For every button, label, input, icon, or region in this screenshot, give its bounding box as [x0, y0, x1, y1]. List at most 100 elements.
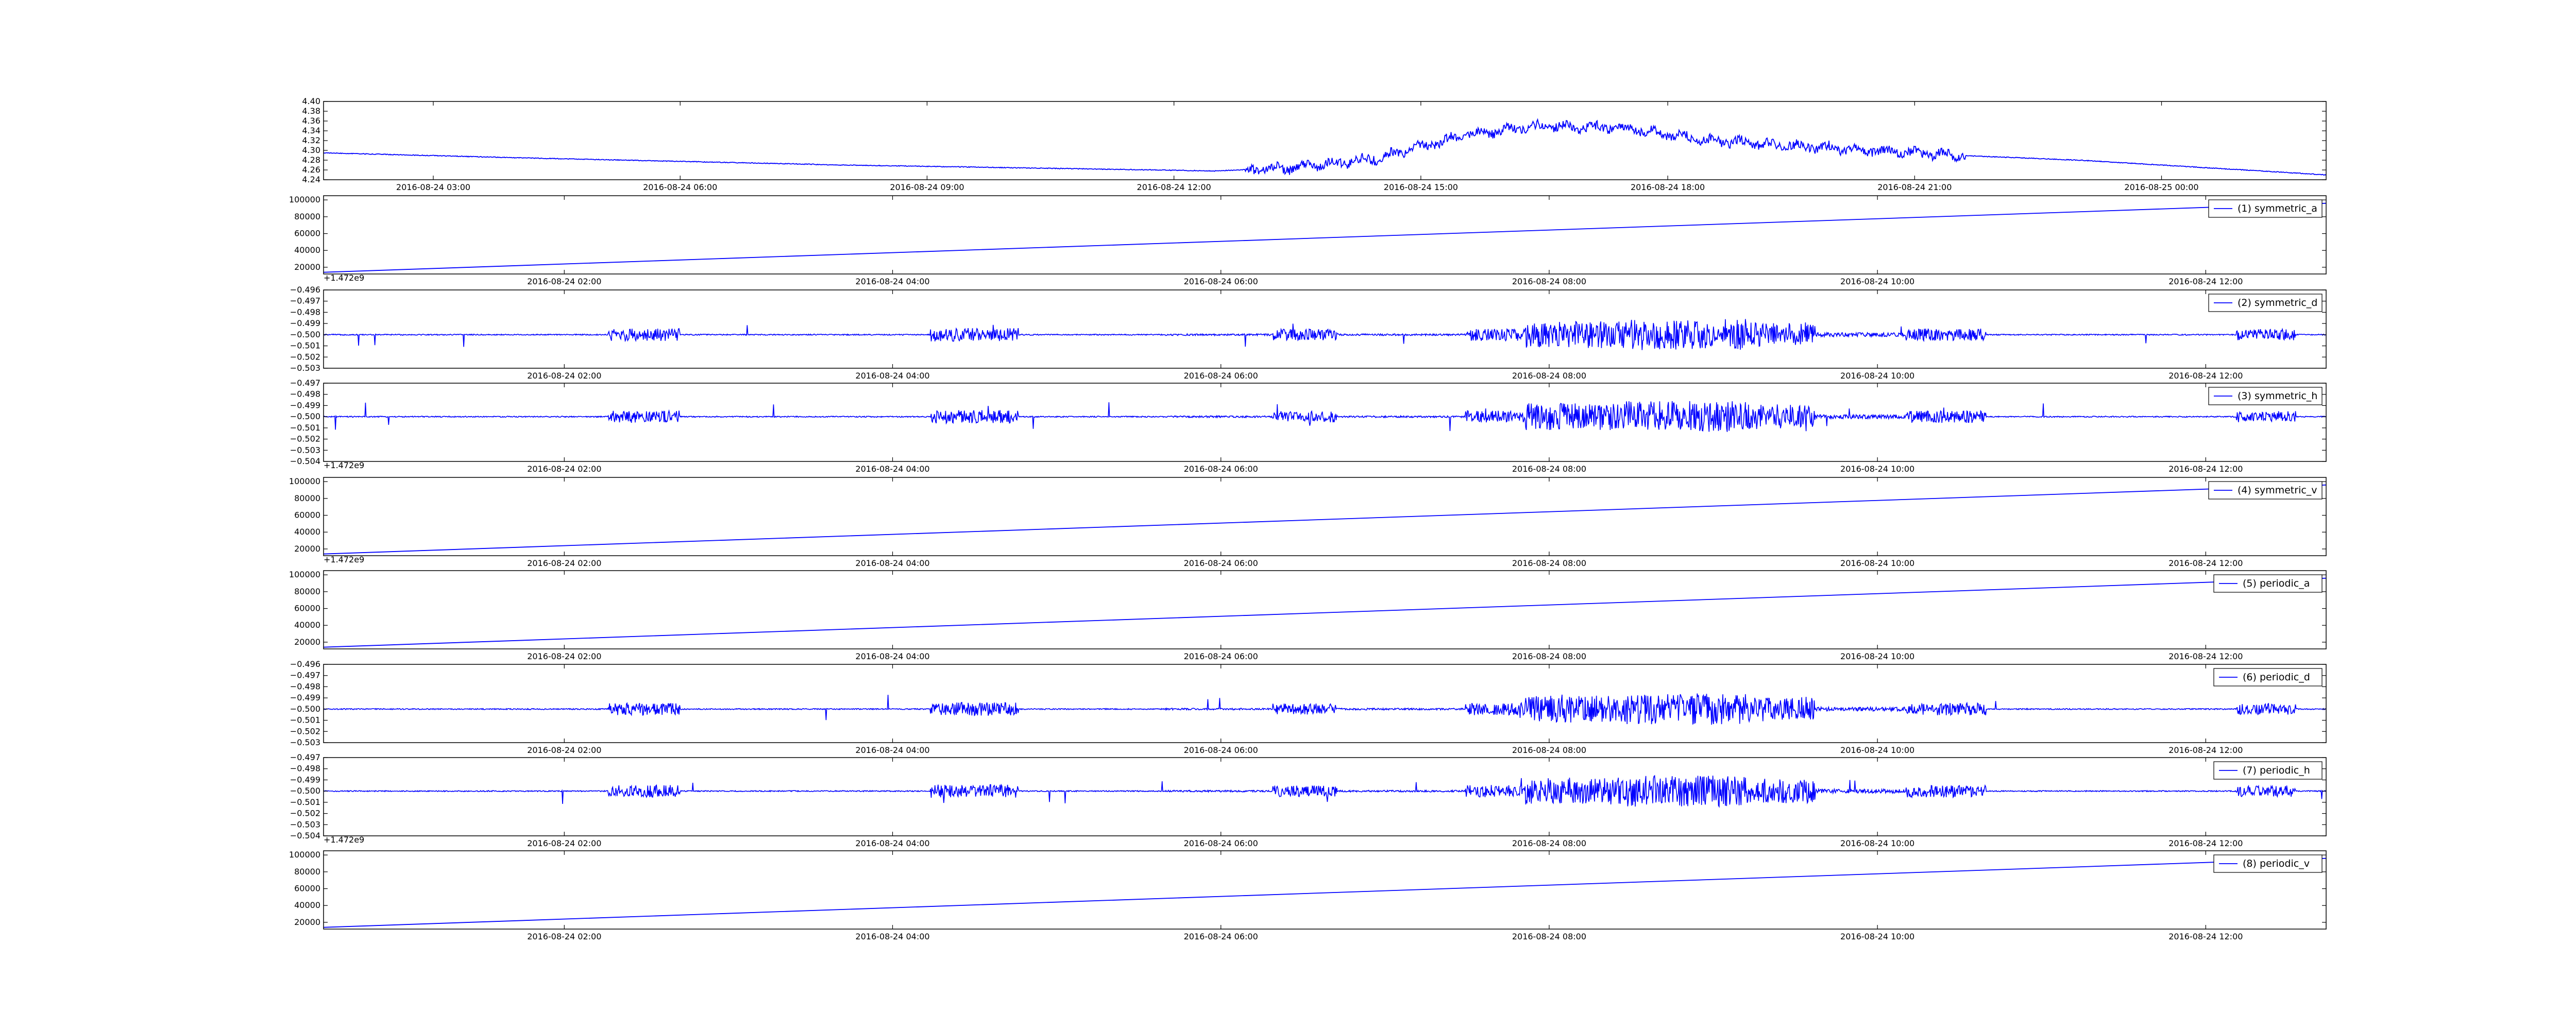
y-tick-label: 4.36: [302, 116, 320, 126]
x-tick-label: 2016-08-24 04:00: [855, 558, 929, 568]
x-tick-label: 2016-08-25 00:00: [2124, 182, 2198, 192]
axes-frame: [323, 195, 2327, 274]
y-tick-label: −0.500: [290, 330, 320, 339]
x-tick-label: 2016-08-24 06:00: [1184, 651, 1258, 661]
y-tick-label: −0.500: [290, 411, 320, 421]
x-tick-label: 2016-08-24 04:00: [855, 371, 929, 381]
axes-frame: [323, 101, 2327, 180]
axis-offset-label: +1.472e9: [324, 273, 364, 283]
legend: (5) periodic_a: [2213, 574, 2323, 593]
x-tick-label: 2016-08-24 10:00: [1840, 558, 1914, 568]
subplot-4: 20000 40000 60000 80000 100000 2016-08-24 02:…: [289, 476, 2327, 568]
x-tick-label: 2016-08-24 04:00: [855, 464, 929, 474]
x-tick-label: 2016-08-24 18:00: [1631, 182, 1705, 192]
axis-offset-label: +1.472e9: [324, 555, 364, 564]
y-tick-label: 100000: [289, 850, 320, 860]
x-tick-label: 2016-08-24 06:00: [1184, 558, 1258, 568]
y-tick-label: 60000: [294, 229, 320, 238]
legend-label: (8) periodic_v: [2243, 858, 2310, 869]
x-tick-label: 2016-08-24 04:00: [855, 745, 929, 755]
x-tick-label: 2016-08-24 12:00: [2168, 651, 2243, 661]
y-tick-label: −0.499: [290, 775, 320, 784]
x-tick-label: 2016-08-24 06:00: [643, 182, 717, 192]
y-tick-label: −0.497: [290, 296, 320, 306]
y-tick-label: −0.503: [290, 737, 320, 747]
x-tick-label: 2016-08-24 02:00: [527, 745, 601, 755]
subplot-3: −0.504−0.503−0.502−0.501−0.500−0.499−0.4…: [290, 378, 2327, 474]
x-tick-label: 2016-08-24 08:00: [1512, 277, 1586, 286]
x-tick-label: 2016-08-24 12:00: [1137, 182, 1211, 192]
y-tick-label: −0.496: [290, 285, 320, 295]
y-tick-label: 4.32: [302, 135, 320, 145]
y-tick-label: 80000: [294, 587, 320, 596]
legend-label: (5) periodic_a: [2243, 578, 2310, 589]
x-tick-label: 2016-08-24 08:00: [1512, 558, 1586, 568]
axes-frame: [323, 570, 2327, 649]
y-tick-label: 100000: [289, 570, 320, 579]
x-tick-label: 2016-08-24 06:00: [1184, 932, 1258, 941]
y-tick-label: −0.504: [290, 831, 320, 840]
legend: (8) periodic_v: [2213, 854, 2323, 873]
x-tick-label: 2016-08-24 12:00: [2168, 932, 2243, 941]
y-tick-label: 4.26: [302, 165, 320, 175]
axes-frame: [323, 383, 2327, 462]
x-tick-label: 2016-08-24 02:00: [527, 464, 601, 474]
y-tick-label: −0.498: [290, 681, 320, 691]
y-tick-label: 4.28: [302, 155, 320, 165]
x-tick-label: 2016-08-24 03:00: [396, 182, 470, 192]
x-tick-label: 2016-08-24 02:00: [527, 277, 601, 286]
y-tick-label: −0.503: [290, 363, 320, 373]
legend: (4) symmetric_v: [2208, 481, 2323, 500]
x-tick-label: 2016-08-24 12:00: [2168, 558, 2243, 568]
subplot-8: 20000 40000 60000 80000 100000 2016-08-24 02:…: [289, 850, 2327, 941]
y-tick-label: 40000: [294, 900, 320, 910]
y-tick-label: −0.498: [290, 764, 320, 774]
x-tick-label: 2016-08-24 04:00: [855, 932, 929, 941]
legend-label: (6) periodic_d: [2243, 672, 2310, 683]
subplot-5: 20000 40000 60000 80000 100000 2016-08-24 02:…: [289, 570, 2327, 661]
legend: (6) periodic_d: [2213, 668, 2323, 686]
x-tick-label: 2016-08-24 08:00: [1512, 651, 1586, 661]
y-tick-label: −0.497: [290, 378, 320, 388]
legend: (3) symmetric_h: [2208, 387, 2323, 405]
y-tick-label: −0.501: [290, 341, 320, 351]
y-tick-label: 40000: [294, 620, 320, 630]
y-tick-label: 40000: [294, 527, 320, 537]
y-tick-label: 40000: [294, 245, 320, 255]
y-tick-label: 100000: [289, 195, 320, 204]
y-tick-label: 20000: [294, 262, 320, 272]
x-tick-label: 2016-08-24 06:00: [1184, 464, 1258, 474]
y-tick-label: −0.502: [290, 352, 320, 362]
y-tick-label: −0.503: [290, 445, 320, 455]
y-tick-label: 20000: [294, 917, 320, 927]
subplot-1: 20000 40000 60000 80000 100000 2016-08-24 02:…: [289, 195, 2327, 286]
y-tick-label: 60000: [294, 884, 320, 894]
axes-frame: [323, 664, 2327, 743]
x-tick-label: 2016-08-24 06:00: [1184, 277, 1258, 286]
legend: (7) periodic_h: [2213, 761, 2323, 780]
y-tick-label: −0.503: [290, 819, 320, 829]
series-line: [324, 202, 2326, 273]
y-tick-label: −0.502: [290, 434, 320, 444]
y-tick-label: 20000: [294, 544, 320, 554]
x-tick-label: 2016-08-24 04:00: [855, 277, 929, 286]
subplot-0: 4.244.264.284.304.324.344.364.384.40 2016…: [302, 96, 2327, 192]
x-tick-label: 2016-08-24 02:00: [527, 838, 601, 848]
legend: (1) symmetric_a: [2208, 199, 2323, 218]
x-tick-label: 2016-08-24 10:00: [1840, 277, 1914, 286]
axis-offset-label: +1.472e9: [324, 460, 364, 470]
x-tick-label: 2016-08-24 12:00: [2168, 277, 2243, 286]
x-tick-label: 2016-08-24 10:00: [1840, 838, 1914, 848]
axes-frame: [323, 850, 2327, 930]
legend: (2) symmetric_d: [2208, 294, 2323, 312]
y-tick-label: −0.496: [290, 659, 320, 669]
y-tick-label: −0.497: [290, 671, 320, 680]
x-tick-label: 2016-08-24 02:00: [527, 558, 601, 568]
x-tick-label: 2016-08-24 10:00: [1840, 651, 1914, 661]
axes-frame: [323, 757, 2327, 836]
y-tick-label: 4.30: [302, 145, 320, 155]
x-tick-label: 2016-08-24 02:00: [527, 932, 601, 941]
y-tick-label: −0.502: [290, 726, 320, 736]
x-tick-label: 2016-08-24 10:00: [1840, 745, 1914, 755]
